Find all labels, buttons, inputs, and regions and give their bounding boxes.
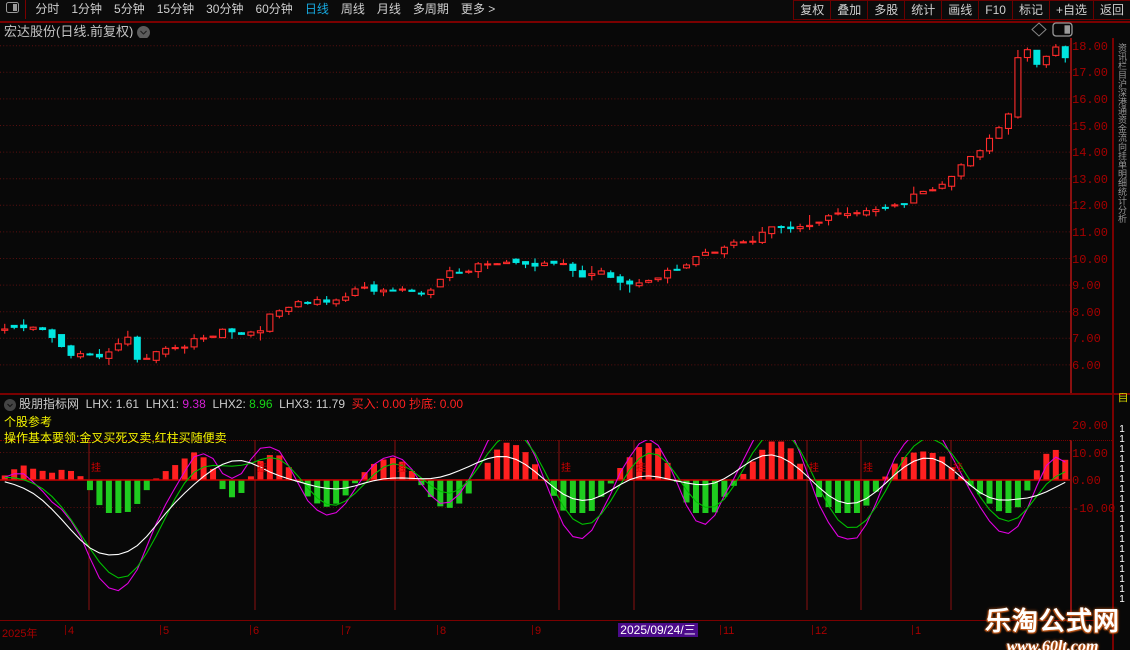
svg-text:挂: 挂 [953,461,963,474]
svg-text:挂: 挂 [809,461,819,474]
svg-text:挂: 挂 [636,461,646,474]
svg-text:挂: 挂 [397,461,407,474]
svg-text:挂: 挂 [561,461,571,474]
svg-text:挂: 挂 [257,461,267,474]
svg-text:挂: 挂 [91,461,101,474]
svg-text:挂: 挂 [863,461,873,474]
